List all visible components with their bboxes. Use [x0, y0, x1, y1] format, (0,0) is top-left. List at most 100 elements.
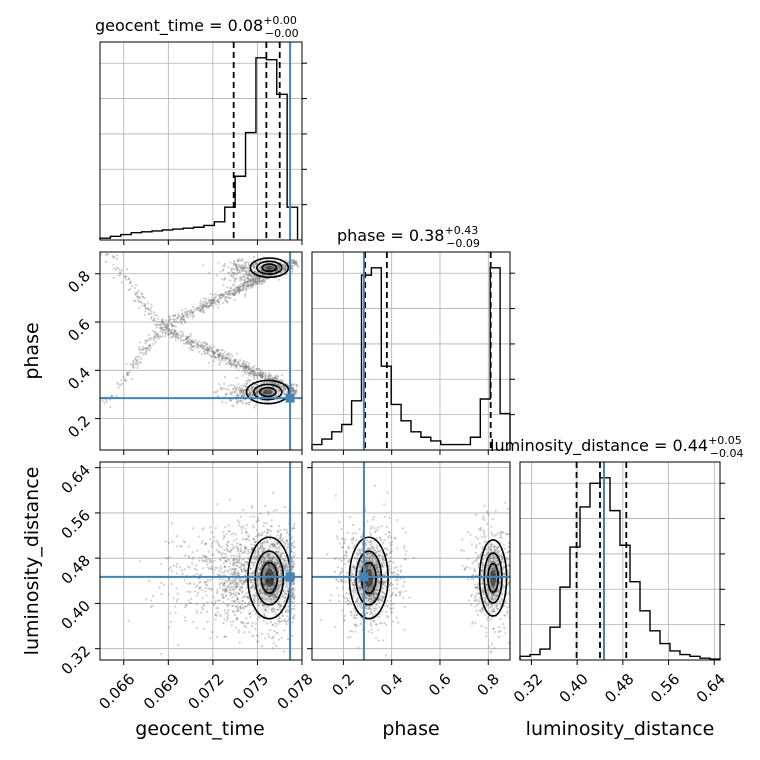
sample-point [393, 537, 396, 540]
sample-point [236, 268, 239, 271]
sample-point [271, 636, 274, 639]
sample-point [285, 596, 288, 599]
sample-point [334, 578, 338, 581]
sample-point [262, 604, 265, 607]
sample-point [225, 387, 228, 390]
sample-point [389, 560, 392, 563]
sample-point [193, 567, 196, 570]
sample-point [378, 554, 381, 557]
sample-point [285, 268, 288, 271]
sample-point [186, 316, 190, 319]
sample-point [243, 549, 246, 552]
sample-point [226, 604, 229, 608]
sample-point [261, 556, 264, 559]
sample-point [212, 298, 215, 302]
sample-point [244, 364, 248, 368]
sample-point [293, 551, 296, 555]
sample-point [268, 565, 271, 568]
sample-point [238, 271, 241, 274]
sample-point [231, 610, 234, 613]
sample-point [240, 364, 243, 368]
sample-point [265, 539, 269, 542]
sample-point [360, 604, 363, 607]
sample-point [206, 587, 210, 590]
sample-point [238, 287, 241, 290]
sample-point [243, 360, 246, 363]
histogram-bar [342, 424, 352, 450]
sample-point [159, 326, 162, 330]
sample-point [265, 540, 269, 543]
sample-point [228, 360, 231, 363]
sample-point [255, 383, 259, 386]
sample-point [279, 535, 282, 538]
sample-point [187, 554, 190, 558]
sample-point [239, 365, 242, 368]
sample-point [268, 376, 271, 379]
sample-point [161, 327, 164, 331]
sample-point [255, 275, 258, 278]
sample-point [476, 556, 479, 559]
sample-point [175, 320, 178, 323]
sample-point [271, 623, 274, 626]
sample-point [481, 562, 484, 565]
sample-point [218, 353, 221, 357]
sample-point [153, 336, 156, 339]
sample-point [228, 578, 231, 581]
sample-point [493, 630, 497, 634]
sample-point [293, 546, 296, 549]
sample-point [168, 556, 171, 559]
sample-point [274, 563, 277, 566]
sample-point [228, 292, 232, 296]
sample-point [481, 517, 484, 520]
sample-point [238, 579, 241, 582]
sample-point [211, 571, 214, 574]
sample-point [141, 348, 144, 351]
sample-point [483, 533, 486, 536]
sample-point [104, 253, 108, 256]
sample-point [217, 543, 220, 546]
sample-point [125, 267, 129, 271]
sample-point [276, 608, 279, 612]
sample-point [378, 571, 381, 574]
sample-point [257, 519, 260, 522]
sample-point [249, 274, 252, 278]
sample-point [244, 269, 247, 273]
sample-point [248, 371, 252, 374]
sample-point [220, 355, 223, 358]
sample-point [247, 365, 250, 368]
sample-point [211, 302, 214, 305]
sample-point [388, 589, 391, 592]
sample-point [252, 376, 256, 379]
sample-point [223, 291, 227, 294]
sample-point [260, 375, 263, 378]
sample-point [293, 595, 296, 598]
sample-point [213, 301, 216, 304]
sample-point [232, 288, 236, 291]
sample-point [188, 338, 191, 341]
sample-point [389, 582, 392, 585]
sample-point [234, 263, 238, 266]
sample-point [380, 610, 384, 613]
sample-point [243, 385, 246, 388]
sample-point [180, 334, 183, 337]
sample-point [176, 332, 179, 335]
sample-point [489, 611, 492, 614]
sample-point [334, 494, 337, 497]
sample-point [233, 558, 236, 561]
sample-point [247, 263, 251, 267]
sample-point [191, 551, 194, 554]
sample-point [494, 574, 498, 577]
sample-point [247, 261, 251, 265]
sample-point [182, 315, 185, 318]
sample-point [176, 597, 179, 601]
sample-point [352, 594, 355, 597]
sample-point [232, 274, 235, 277]
sample-point [235, 376, 238, 380]
sample-point [291, 265, 294, 268]
sample-point [290, 390, 294, 393]
sample-point [249, 390, 252, 394]
sample-point [211, 299, 214, 302]
sample-point [216, 502, 219, 506]
sample-point [275, 593, 278, 596]
sample-point [205, 352, 208, 355]
